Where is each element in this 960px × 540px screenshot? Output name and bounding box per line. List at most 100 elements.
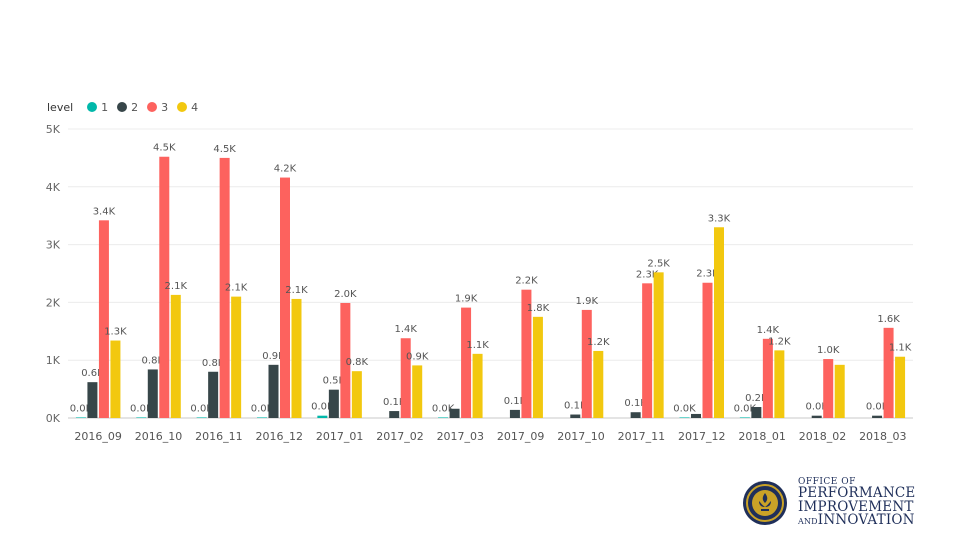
bar-series-3 [98,220,109,418]
legend-label-2: 2 [131,100,139,114]
bar-series-2 [208,371,219,418]
legend-swatch-3 [147,102,158,112]
bar-series-3 [400,338,411,418]
bar-series-4 [834,364,845,418]
legend-item-3[interactable]: 3 [147,101,168,114]
bar-series-3 [340,302,351,418]
data-label: 0.0K [673,403,696,414]
x-tick-label: 2017_02 [376,430,424,443]
bar-series-4 [532,316,543,418]
y-tick-label: 2K [46,296,61,309]
data-label: 1.4K [757,325,780,336]
bar-series-3 [823,359,834,418]
bar-series-4 [231,296,242,418]
legend-swatch-1 [87,102,98,112]
data-label: 0.8K [346,357,369,368]
logo-and: AND [798,517,818,527]
data-label: 0.1K [564,401,587,412]
bar-series-2 [811,415,822,418]
bar-series-1 [317,415,328,418]
bar-series-2 [570,414,581,418]
bar-series-2 [268,364,279,418]
data-label: 1.9K [576,296,599,307]
logo-line-improvement: IMPROVEMENT [798,498,914,515]
data-label: 3.4K [93,206,116,217]
bar-series-2 [87,382,98,418]
data-label: 1.2K [587,337,610,348]
data-label: 0.1K [504,396,527,407]
data-label: 4.2K [274,164,297,175]
bar-series-4 [593,350,604,418]
bar-series-4 [774,350,785,418]
legend-swatch-2 [117,102,128,112]
data-label: 0.0K [190,403,213,414]
bar-series-3 [581,309,592,418]
data-label: 0.8K [142,355,165,366]
logo-line-performance: PERFORMANCE [798,485,916,502]
data-label: 0.5K [323,376,346,387]
bar-series-3 [219,157,230,418]
data-label: 1.9K [455,294,478,305]
bar-series-1 [257,417,267,418]
y-tick-label: 0K [46,412,61,425]
bar-series-3 [762,338,773,418]
x-tick-label: 2017_01 [316,430,364,443]
bar-series-4 [351,371,362,418]
data-label: 0.2K [745,393,768,404]
data-label: 0.0K [734,403,757,414]
data-label: 1.1K [889,343,912,354]
bar-series-2 [389,411,400,418]
logo-line-innovation: ANDINNOVATION [798,514,915,528]
legend-title: level [47,100,74,114]
data-label: 1.3K [104,327,127,338]
office-logo: OFFICE OF PERFORMANCE IMPROVEMENT ANDINN… [742,478,942,528]
data-label: 0.1K [383,397,406,408]
bar-series-4 [714,227,724,418]
x-tick-label: 2017_09 [497,430,545,443]
x-tick-label: 2018_02 [799,430,847,443]
data-label: 1.6K [877,314,900,325]
x-tick-label: 2017_03 [437,430,485,443]
bar-series-2 [328,389,339,418]
legend-item-4[interactable]: 4 [177,101,198,114]
city-seal-icon [743,481,787,525]
data-label: 0.8K [202,358,225,369]
bar-series-3 [159,156,170,418]
data-label: 2.1K [225,283,248,294]
bar-series-1 [75,417,86,418]
y-tick-label: 1K [46,354,61,367]
x-tick-label: 2016_11 [195,430,243,443]
data-label: 0.0K [130,403,153,414]
bar-series-4 [110,340,121,418]
bar-series-2 [509,409,520,418]
data-label: 0.1K [624,398,647,409]
bar-series-3 [461,307,472,418]
data-label: 1.1K [466,340,489,351]
bar-series-3 [521,289,532,418]
bar-series-2 [751,407,762,418]
data-label: 1.4K [394,324,417,335]
y-tick-label: 4K [46,181,61,194]
bar-series-4 [291,298,302,418]
data-label: 1.8K [527,303,550,314]
legend-item-2[interactable]: 2 [117,101,138,114]
data-label: 2.1K [285,285,308,296]
x-tick-label: 2017_10 [557,430,605,443]
logo-line-office-of: OFFICE OF [798,477,856,488]
y-tick-label: 3K [46,239,61,252]
data-label: 1.0K [817,345,840,356]
data-label: 2.3K [636,269,659,280]
legend-item-1[interactable]: 1 [87,101,108,114]
data-label: 0.6K [81,368,104,379]
data-label: 0.0K [251,403,274,414]
logo-innovation: INNOVATION [817,512,915,529]
bar-series-1 [438,417,449,418]
data-label: 0.9K [406,351,429,362]
x-tick-label: 2018_01 [738,430,786,443]
logo-text: OFFICE OF PERFORMANCE IMPROVEMENT ANDINN… [798,478,915,528]
bar-series-2 [872,415,883,418]
bar-series-4 [472,353,483,418]
x-tick-label: 2018_03 [859,430,907,443]
data-label: 0.0K [866,402,889,413]
